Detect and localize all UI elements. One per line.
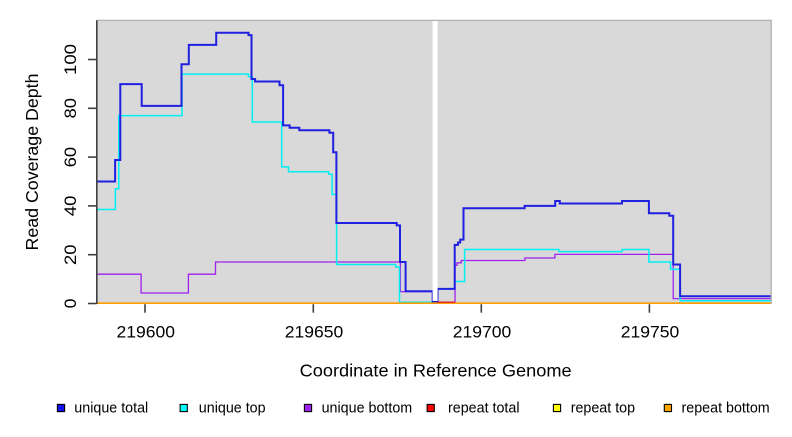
svg-text:Read Coverage Depth: Read Coverage Depth <box>23 73 42 250</box>
svg-text:20: 20 <box>62 244 80 265</box>
svg-text:219750: 219750 <box>621 324 680 342</box>
svg-text:repeat bottom: repeat bottom <box>682 400 770 416</box>
svg-text:unique bottom: unique bottom <box>322 400 413 416</box>
svg-text:40: 40 <box>62 196 80 217</box>
svg-text:100: 100 <box>62 44 80 75</box>
svg-text:Coordinate in Reference Genome: Coordinate in Reference Genome <box>300 361 572 380</box>
svg-text:80: 80 <box>62 98 80 119</box>
svg-text:0: 0 <box>62 299 80 309</box>
svg-text:219650: 219650 <box>285 324 344 342</box>
svg-text:219600: 219600 <box>117 324 176 342</box>
svg-text:unique total: unique total <box>74 400 148 416</box>
svg-text:219700: 219700 <box>453 324 512 342</box>
svg-text:repeat total: repeat total <box>448 400 520 416</box>
svg-text:60: 60 <box>62 147 80 168</box>
svg-text:unique top: unique top <box>199 400 266 416</box>
svg-text:repeat top: repeat top <box>571 400 635 416</box>
